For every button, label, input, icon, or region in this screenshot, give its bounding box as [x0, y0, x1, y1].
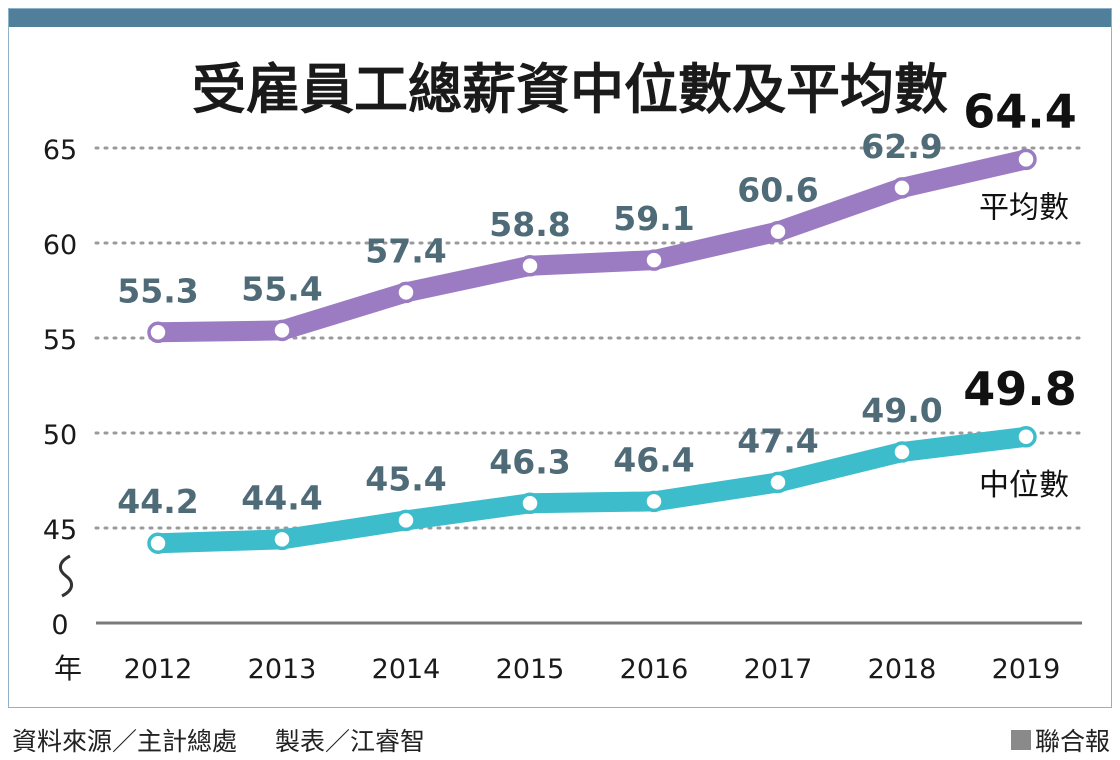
data-point — [643, 490, 665, 513]
y-tick-label: 50 — [43, 420, 77, 451]
data-label: 57.4 — [365, 231, 446, 270]
data-label: 62.9 — [861, 127, 942, 166]
x-tick-label: 2016 — [620, 654, 689, 685]
axes: 0 45 50 55 60 65 年 2012 2013 2014 2015 2016 2017 2018… — [43, 135, 1082, 685]
chart-frame — [8, 8, 1112, 708]
data-point — [147, 532, 169, 554]
data-label: 60.6 — [737, 171, 818, 210]
series-name-label: 平均數 — [979, 190, 1069, 225]
data-point — [519, 492, 541, 515]
x-axis-unit: 年 — [54, 652, 82, 685]
series-line-0 — [148, 149, 1036, 343]
maker-credit: 製表／江睿智 — [275, 727, 426, 756]
series — [147, 148, 1037, 554]
series-name-label: 中位數 — [979, 468, 1069, 503]
data-label: 49.0 — [861, 391, 942, 430]
data-label: 55.3 — [117, 271, 198, 310]
data-label: 46.4 — [613, 440, 694, 479]
data-point — [767, 471, 789, 494]
y-tick-label: 45 — [43, 515, 77, 546]
footer-credits: 資料來源／主計總處 製表／江睿智 — [12, 722, 425, 758]
y-tick-label: 65 — [43, 135, 77, 166]
data-point — [271, 319, 293, 342]
footer-brand: 聯合報 — [1010, 722, 1110, 758]
data-label: 49.8 — [963, 362, 1077, 416]
x-tick-label: 2018 — [868, 654, 937, 685]
x-tick-label: 2015 — [496, 654, 565, 685]
brand-square-icon — [1010, 730, 1031, 750]
x-tick-label: 2017 — [744, 654, 813, 685]
data-point — [891, 441, 913, 463]
line-chart: 受雇員工總薪資中位數及平均數 0 45 50 55 60 65 年 2012 2013 2014 2… — [43, 58, 1082, 685]
data-label: 46.3 — [489, 442, 570, 481]
data-point — [519, 255, 541, 277]
data-label: 58.8 — [489, 205, 570, 244]
data-point — [1015, 148, 1037, 171]
data-labels: 55.3 55.4 57.4 58.8 59.1 60.6 62.9 64.4 平均數 44.2 4… — [117, 84, 1076, 521]
data-label: 44.4 — [241, 478, 322, 517]
data-label: 55.4 — [241, 269, 322, 308]
data-label: 47.4 — [737, 421, 818, 460]
data-point — [395, 281, 417, 304]
data-point — [1015, 426, 1037, 448]
y-tick-label: 0 — [51, 610, 68, 641]
grid — [94, 146, 1082, 530]
data-label: 45.4 — [365, 459, 446, 498]
brand-name: 聯合報 — [1034, 727, 1110, 756]
top-accent-bar — [9, 9, 1111, 27]
x-tick-label: 2019 — [992, 654, 1061, 685]
data-point — [891, 177, 913, 199]
data-point — [395, 509, 417, 532]
source-credit: 資料來源／主計總處 — [12, 727, 238, 756]
data-label: 64.4 — [963, 84, 1077, 138]
data-point — [643, 249, 665, 271]
series-line-1 — [148, 426, 1036, 554]
axis-break-icon — [59, 554, 73, 598]
x-tick-label: 2012 — [124, 654, 193, 685]
data-point — [271, 528, 293, 551]
x-tick-label: 2014 — [372, 654, 441, 685]
y-tick-label: 60 — [43, 230, 77, 261]
data-point — [767, 220, 789, 243]
data-label: 59.1 — [613, 199, 694, 238]
x-tick-label: 2013 — [248, 654, 317, 685]
data-label: 44.2 — [117, 482, 198, 521]
chart-title: 受雇員工總薪資中位數及平均數 — [192, 58, 948, 121]
y-tick-label: 55 — [43, 325, 77, 356]
data-point — [147, 321, 169, 344]
